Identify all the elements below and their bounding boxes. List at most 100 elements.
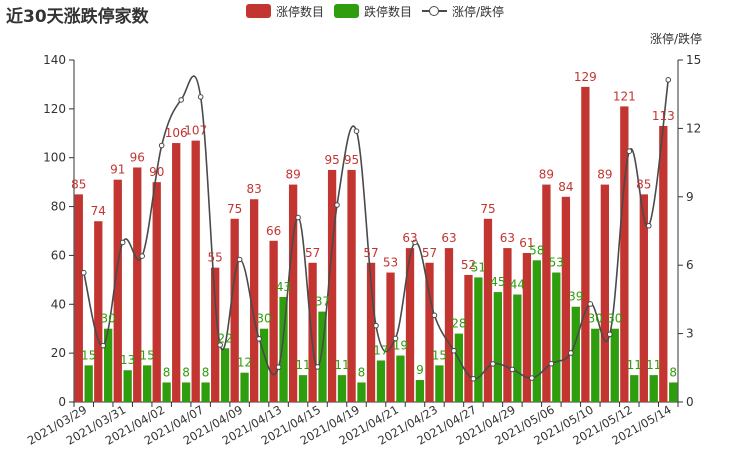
- limit-up-data-label: 96: [130, 150, 145, 164]
- left-axis-tick-label: 100: [43, 151, 66, 165]
- limit-down-data-label: 11: [646, 358, 661, 372]
- limit-down-data-label: 28: [451, 317, 466, 331]
- limit-down-data-label: 15: [81, 348, 96, 362]
- limit-up-data-label: 57: [422, 246, 437, 260]
- ratio-point: [665, 77, 672, 83]
- ratio-point: [256, 336, 262, 342]
- limit-up-data-label: 95: [344, 153, 359, 167]
- ratio-point: [334, 202, 340, 208]
- ratio-line: [82, 75, 670, 380]
- limit-up-bar: [522, 252, 532, 402]
- limit-down-bar: [591, 328, 600, 402]
- limit-up-bar: [113, 179, 122, 402]
- limit-up-bar: [366, 262, 376, 402]
- limit-down-bar: [318, 311, 327, 402]
- legend-label-ratio: 涨停/跌停: [452, 4, 505, 19]
- limit-down-bar: [649, 375, 658, 402]
- ratio-point: [197, 94, 204, 100]
- ratio-point: [548, 360, 555, 367]
- limit-up-data-label: 74: [91, 204, 106, 218]
- limit-up-bar: [347, 169, 356, 402]
- ratio-point: [587, 301, 594, 307]
- limit-up-bar: [191, 140, 200, 402]
- limit-down-bar: [571, 306, 580, 402]
- limit-up-data-label: 89: [597, 168, 612, 182]
- right-axis-tick-label: 6: [686, 258, 694, 272]
- limit-down-data-label: 45: [490, 275, 505, 289]
- limit-up-bar: [639, 194, 648, 402]
- left-axis-tick-label: 120: [43, 102, 66, 116]
- ratio-point: [412, 239, 418, 246]
- limit-down-bar: [104, 328, 113, 402]
- limit-down-data-label: 19: [393, 339, 408, 353]
- ratio-point: [314, 364, 321, 370]
- ratio-point: [392, 335, 399, 342]
- limit-up-bar: [561, 196, 571, 402]
- limit-up-bar: [308, 262, 317, 402]
- ratio-point: [645, 222, 652, 229]
- right-axis-tick-label: 15: [686, 53, 701, 67]
- limit-up-data-label: 55: [208, 251, 223, 265]
- limit-down-bar: [181, 382, 191, 402]
- bars-group: [74, 86, 678, 403]
- limit-up-data-label: 106: [165, 126, 188, 140]
- limit-down-data-label: 15: [140, 348, 155, 362]
- limit-up-data-label: 85: [71, 177, 86, 191]
- ratio-point: [295, 214, 301, 221]
- limit-down-data-label: 53: [549, 256, 564, 270]
- limit-up-bar: [600, 184, 610, 402]
- limit-up-data-label: 75: [227, 202, 242, 216]
- limit-down-data-label: 30: [101, 312, 116, 326]
- ratio-point: [275, 364, 282, 370]
- right-axis-tick-label: 0: [686, 395, 694, 409]
- limit-up-bar: [133, 167, 142, 402]
- right-axis-tick-label: 12: [686, 121, 701, 135]
- legend-item-limit-down[interactable]: 跌停数目: [334, 3, 412, 19]
- limit-down-data-label: 13: [120, 353, 135, 367]
- left-axis-tick-label: 40: [51, 297, 66, 311]
- ratio-point: [217, 342, 223, 348]
- limit-down-data-label: 22: [217, 331, 232, 345]
- limit-up-data-label: 75: [480, 202, 495, 216]
- limit-down-swatch-icon: [334, 4, 359, 18]
- limit-up-data-label: 57: [305, 246, 320, 260]
- limit-down-bar: [669, 382, 678, 402]
- limit-down-data-label: 51: [471, 260, 486, 274]
- limit-up-bar: [327, 169, 337, 402]
- limit-down-bar: [513, 294, 522, 402]
- limit-up-data-label: 61: [519, 236, 534, 250]
- legend-item-limit-up[interactable]: 涨停数目: [246, 3, 324, 19]
- limit-up-data-label: 107: [184, 124, 207, 138]
- limit-down-bar: [240, 372, 249, 402]
- limit-down-bar: [201, 382, 210, 402]
- ratio-point: [100, 342, 107, 349]
- limit-up-data-label: 53: [383, 256, 398, 270]
- chart-title: 近30天涨跌停家数: [6, 7, 149, 27]
- limit-up-bar: [386, 272, 395, 402]
- ratio-point: [373, 322, 379, 329]
- limit-down-bar: [298, 375, 308, 402]
- limit-down-bar: [337, 375, 347, 402]
- limit-down-bar: [162, 382, 171, 402]
- ratio-point: [509, 366, 516, 373]
- limit-up-data-label: 89: [285, 168, 300, 182]
- limit-up-bar: [152, 182, 161, 402]
- limit-down-data-label: 43: [276, 280, 291, 294]
- limit-up-data-label: 91: [110, 163, 125, 177]
- limit-down-bar: [552, 272, 561, 402]
- ratio-point: [139, 253, 145, 259]
- limit-down-bar: [279, 296, 288, 402]
- limit-up-data-label: 90: [149, 165, 164, 179]
- ratio-point: [353, 128, 360, 134]
- ratio-point: [607, 331, 613, 338]
- limit-down-bar: [396, 355, 405, 402]
- limit-down-bar: [532, 260, 541, 402]
- left-axis-tick-label: 80: [51, 200, 66, 214]
- legend-item-ratio[interactable]: 涨停/跌停: [422, 3, 504, 19]
- ratio-point: [236, 256, 243, 263]
- limit-up-data-label: 66: [266, 224, 281, 238]
- ratio-point: [431, 312, 438, 319]
- ratio-point: [451, 347, 457, 354]
- limit-up-data-label: 84: [558, 180, 573, 194]
